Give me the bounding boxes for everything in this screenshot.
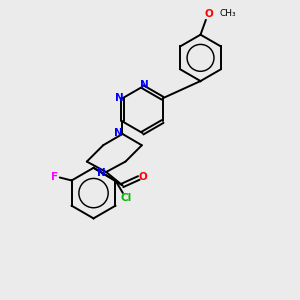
Text: F: F (51, 172, 58, 182)
Text: O: O (204, 10, 213, 20)
Text: CH₃: CH₃ (220, 9, 236, 18)
Text: Cl: Cl (120, 193, 131, 203)
Text: O: O (138, 172, 147, 182)
Text: N: N (140, 80, 148, 90)
Text: N: N (115, 93, 123, 103)
Text: N: N (114, 128, 122, 138)
Text: N: N (97, 168, 106, 178)
